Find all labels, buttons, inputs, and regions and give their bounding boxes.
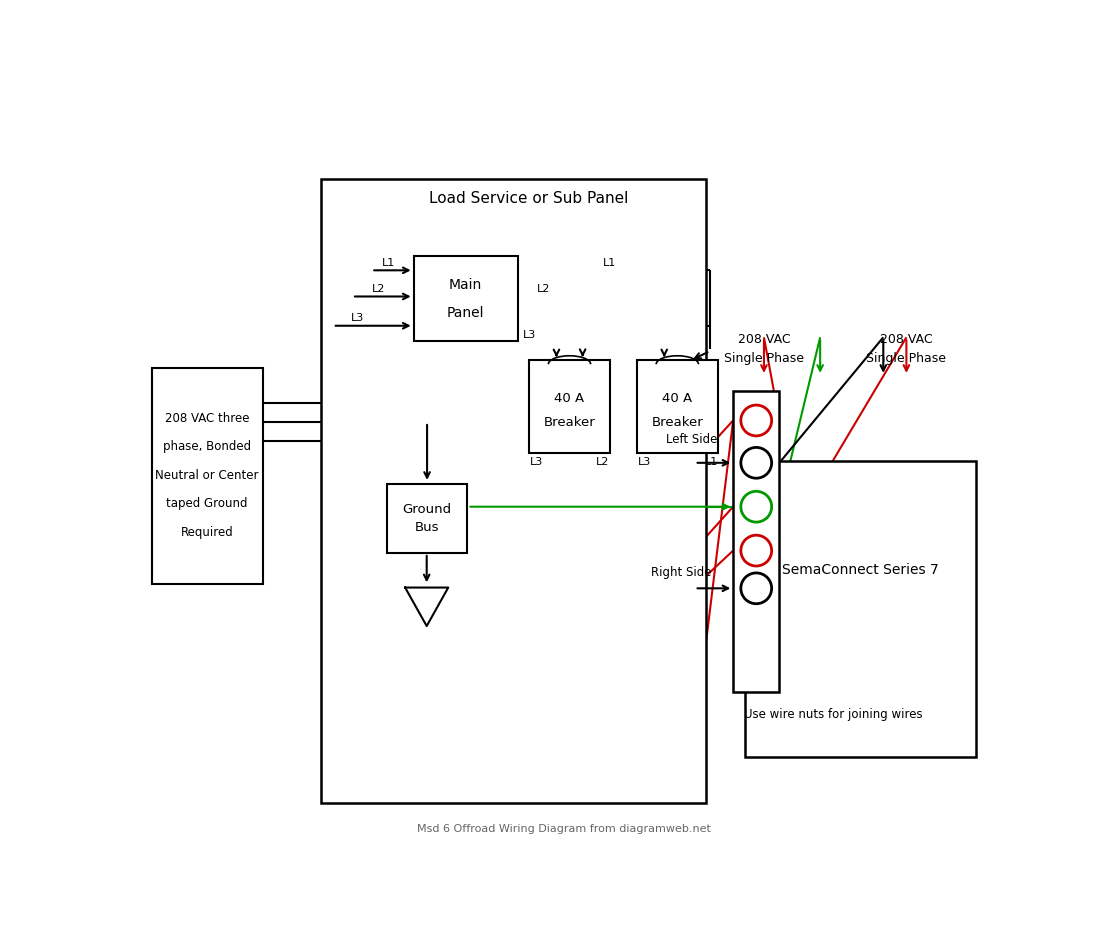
Text: taped Ground: taped Ground bbox=[166, 497, 248, 510]
Text: Left Side: Left Side bbox=[667, 433, 717, 446]
Text: Breaker: Breaker bbox=[543, 415, 595, 428]
Bar bbox=[321, 180, 706, 803]
Bar bbox=[745, 461, 976, 757]
Text: L1: L1 bbox=[382, 257, 395, 268]
Text: 40 A: 40 A bbox=[554, 392, 584, 406]
Bar bbox=[637, 360, 718, 453]
Bar bbox=[387, 484, 468, 553]
Text: L3: L3 bbox=[522, 330, 536, 340]
Bar bbox=[152, 368, 264, 583]
Text: L2: L2 bbox=[372, 284, 386, 294]
Text: Main: Main bbox=[449, 278, 482, 292]
Text: L2: L2 bbox=[595, 457, 609, 467]
Text: Breaker: Breaker bbox=[651, 415, 703, 428]
Text: 208 VAC: 208 VAC bbox=[880, 333, 933, 346]
Text: Msd 6 Offroad Wiring Diagram from diagramweb.net: Msd 6 Offroad Wiring Diagram from diagra… bbox=[417, 824, 711, 833]
Text: L1: L1 bbox=[705, 457, 718, 467]
Text: Required: Required bbox=[180, 525, 233, 539]
Text: L3: L3 bbox=[351, 314, 364, 323]
Text: L1: L1 bbox=[603, 257, 617, 268]
Text: Neutral or Center: Neutral or Center bbox=[155, 468, 258, 482]
Text: Bus: Bus bbox=[415, 521, 439, 534]
Text: L3: L3 bbox=[530, 457, 543, 467]
Text: SemaConnect Series 7: SemaConnect Series 7 bbox=[782, 563, 938, 578]
Text: Single Phase: Single Phase bbox=[724, 352, 804, 365]
Text: phase, Bonded: phase, Bonded bbox=[163, 440, 251, 453]
Text: Panel: Panel bbox=[447, 306, 484, 319]
Bar bbox=[414, 256, 517, 341]
Text: Use wire nuts for joining wires: Use wire nuts for joining wires bbox=[744, 708, 923, 721]
Text: Single Phase: Single Phase bbox=[867, 352, 946, 365]
Text: Right Side: Right Side bbox=[651, 565, 712, 579]
Text: L2: L2 bbox=[537, 284, 550, 294]
Text: Load Service or Sub Panel: Load Service or Sub Panel bbox=[429, 191, 629, 206]
Bar bbox=[529, 360, 609, 453]
Text: 208 VAC three: 208 VAC three bbox=[165, 411, 250, 425]
Text: 40 A: 40 A bbox=[662, 392, 692, 406]
Text: L3: L3 bbox=[638, 457, 651, 467]
Text: Ground: Ground bbox=[403, 503, 452, 516]
Text: 208 VAC: 208 VAC bbox=[738, 333, 790, 346]
Bar bbox=[733, 391, 779, 692]
